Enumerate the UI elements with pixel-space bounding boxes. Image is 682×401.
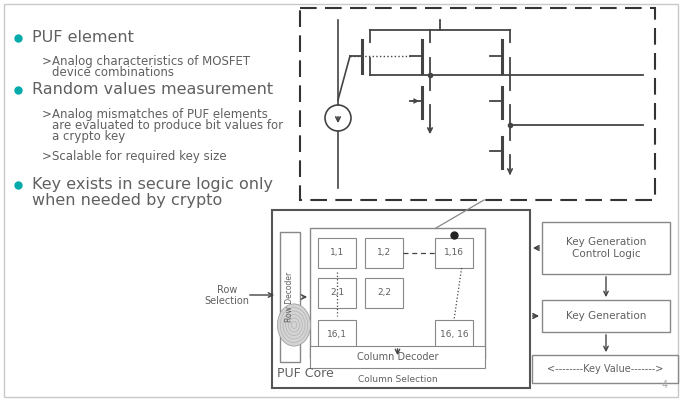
Text: Analog mismatches of PUF elements: Analog mismatches of PUF elements bbox=[52, 108, 268, 121]
Bar bbox=[365, 238, 403, 268]
Text: Column Selection: Column Selection bbox=[357, 375, 437, 385]
Bar bbox=[435, 320, 473, 350]
Text: Scalable for required key size: Scalable for required key size bbox=[52, 150, 226, 163]
Text: 1,2: 1,2 bbox=[377, 249, 391, 257]
Bar bbox=[280, 232, 300, 362]
Text: 1,16: 1,16 bbox=[444, 249, 464, 257]
Text: when needed by crypto: when needed by crypto bbox=[32, 192, 222, 207]
Text: Key exists in secure logic only: Key exists in secure logic only bbox=[32, 178, 273, 192]
Text: 16, 16: 16, 16 bbox=[440, 330, 469, 340]
Text: >: > bbox=[42, 55, 52, 68]
Text: 1,1: 1,1 bbox=[330, 249, 344, 257]
Text: >: > bbox=[42, 150, 52, 163]
Text: >: > bbox=[42, 108, 52, 121]
Text: PUF element: PUF element bbox=[32, 30, 134, 45]
Text: Selection: Selection bbox=[205, 296, 250, 306]
Bar bbox=[542, 222, 670, 274]
Bar bbox=[318, 278, 356, 308]
Text: Analog characteristics of MOSFET: Analog characteristics of MOSFET bbox=[52, 55, 250, 68]
Text: Row: Row bbox=[217, 285, 237, 295]
Text: Random values measurement: Random values measurement bbox=[32, 83, 273, 97]
Ellipse shape bbox=[278, 304, 310, 346]
Bar bbox=[300, 8, 655, 200]
Text: Column Decoder: Column Decoder bbox=[357, 352, 439, 362]
Text: 4: 4 bbox=[662, 380, 668, 390]
Bar bbox=[365, 278, 403, 308]
Bar bbox=[272, 210, 530, 388]
Text: 16,1: 16,1 bbox=[327, 330, 347, 340]
Bar bbox=[310, 228, 485, 358]
Bar bbox=[542, 300, 670, 332]
Bar bbox=[532, 355, 678, 383]
Text: device combinations: device combinations bbox=[52, 66, 174, 79]
Text: <--------Key Value------->: <--------Key Value-------> bbox=[547, 364, 663, 374]
Text: Row Decoder: Row Decoder bbox=[286, 272, 295, 322]
Text: are evaluated to produce bit values for: are evaluated to produce bit values for bbox=[52, 119, 283, 132]
Text: 2,1: 2,1 bbox=[330, 288, 344, 298]
Text: a crypto key: a crypto key bbox=[52, 130, 125, 143]
Bar bbox=[435, 238, 473, 268]
Bar bbox=[310, 346, 485, 368]
Ellipse shape bbox=[278, 304, 310, 346]
Bar bbox=[318, 238, 356, 268]
Text: 2,2: 2,2 bbox=[377, 288, 391, 298]
Bar bbox=[318, 320, 356, 350]
Text: Key Generation: Key Generation bbox=[566, 311, 646, 321]
Text: Key Generation
Control Logic: Key Generation Control Logic bbox=[566, 237, 646, 259]
Text: PUF Core: PUF Core bbox=[277, 367, 333, 380]
